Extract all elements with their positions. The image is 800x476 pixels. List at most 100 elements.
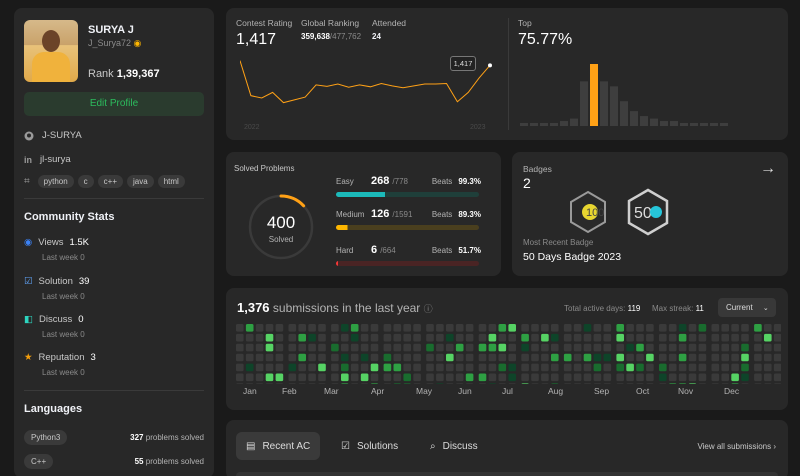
heatmap-cell[interactable] (711, 353, 720, 362)
heatmap-cell[interactable] (659, 383, 667, 384)
heatmap-cell[interactable] (616, 373, 624, 382)
heatmap-cell[interactable] (573, 373, 582, 382)
histogram-bar[interactable] (660, 121, 668, 126)
heatmap-cell[interactable] (488, 373, 497, 382)
heatmap-cell[interactable] (508, 383, 516, 384)
heatmap-cell[interactable] (646, 353, 654, 362)
heatmap-cell[interactable] (275, 383, 284, 384)
heatmap-cell[interactable] (636, 363, 644, 372)
heatmap-cell[interactable] (603, 373, 612, 382)
heatmap-cell[interactable] (350, 353, 359, 362)
heatmap-cell[interactable] (308, 383, 316, 384)
heatmap-cell[interactable] (426, 333, 434, 342)
heatmap-cell[interactable] (689, 383, 697, 384)
heatmap-cell[interactable] (688, 333, 697, 342)
heatmap-cell[interactable] (298, 343, 306, 352)
heatmap-cell[interactable] (583, 343, 592, 352)
heatmap-cell[interactable] (308, 363, 316, 372)
heatmap-cell[interactable] (563, 333, 572, 342)
heatmap-cell[interactable] (350, 324, 359, 332)
heatmap-cell[interactable] (754, 333, 762, 342)
heatmap-cell[interactable] (275, 353, 284, 362)
histogram-bar[interactable] (580, 81, 588, 126)
heatmap-cell[interactable] (383, 324, 392, 332)
heatmap-cell[interactable] (583, 353, 592, 362)
heatmap-cell[interactable] (764, 324, 772, 332)
heatmap-cell[interactable] (360, 363, 369, 372)
heatmap-cell[interactable] (288, 324, 297, 332)
heatmap-cell[interactable] (721, 353, 729, 362)
heatmap-cell[interactable] (318, 324, 326, 332)
heatmap-cell[interactable] (731, 363, 739, 372)
heatmap-cell[interactable] (393, 383, 402, 384)
heatmap-cell[interactable] (583, 373, 592, 382)
heatmap-cell[interactable] (508, 343, 516, 352)
heatmap-cell[interactable] (488, 333, 497, 342)
heatmap-cell[interactable] (455, 353, 464, 362)
heatmap-cell[interactable] (426, 383, 434, 384)
heatmap-cell[interactable] (478, 343, 487, 352)
rating-line-chart[interactable] (240, 56, 500, 116)
heatmap-cell[interactable] (393, 363, 402, 372)
heatmap-cell[interactable] (331, 363, 339, 372)
heatmap-cell[interactable] (616, 363, 624, 372)
heatmap-cell[interactable] (508, 353, 516, 362)
heatmap-cell[interactable] (773, 333, 781, 342)
heatmap-cell[interactable] (288, 373, 297, 382)
heatmap-cell[interactable] (288, 353, 297, 362)
heatmap-cell[interactable] (488, 363, 497, 372)
heatmap-cell[interactable] (455, 324, 464, 332)
heatmap-cell[interactable] (426, 363, 434, 372)
heatmap-cell[interactable] (446, 373, 454, 382)
heatmap-cell[interactable] (370, 353, 379, 362)
heatmap-cell[interactable] (711, 333, 720, 342)
heatmap-cell[interactable] (593, 333, 602, 342)
heatmap-cell[interactable] (403, 383, 411, 384)
heatmap-cell[interactable] (659, 333, 667, 342)
heatmap-cell[interactable] (721, 333, 729, 342)
linkedin-link[interactable]: in jl-surya (24, 154, 71, 165)
heatmap-cell[interactable] (626, 343, 634, 352)
heatmap-cell[interactable] (698, 383, 707, 384)
heatmap-cell[interactable] (403, 363, 411, 372)
heatmap-cell[interactable] (698, 373, 707, 382)
heatmap-cell[interactable] (721, 343, 729, 352)
heatmap-cell[interactable] (678, 373, 687, 382)
heatmap-cell[interactable] (383, 383, 392, 384)
heatmap-cell[interactable] (341, 383, 349, 384)
heatmap-cell[interactable] (498, 383, 507, 384)
heatmap-cell[interactable] (245, 373, 254, 382)
heatmap-cell[interactable] (465, 363, 474, 372)
heatmap-cell[interactable] (603, 343, 612, 352)
heatmap-cell[interactable] (436, 383, 444, 384)
heatmap-cell[interactable] (659, 353, 667, 362)
heatmap-cell[interactable] (573, 353, 582, 362)
heatmap-cell[interactable] (236, 353, 244, 362)
heatmap-cell[interactable] (255, 324, 264, 332)
heatmap-cell[interactable] (488, 383, 497, 384)
heatmap-cell[interactable] (774, 383, 781, 384)
heatmap-cell[interactable] (659, 343, 667, 352)
heatmap-cell[interactable] (383, 343, 392, 352)
heatmap-cell[interactable] (551, 373, 559, 382)
heatmap-cell[interactable] (731, 324, 739, 332)
heatmap-cell[interactable] (698, 324, 707, 332)
heatmap-cell[interactable] (350, 363, 359, 372)
histogram-bar[interactable] (670, 121, 678, 126)
heatmap-cell[interactable] (413, 363, 421, 372)
heatmap-cell[interactable] (603, 383, 612, 384)
heatmap-cell[interactable] (531, 353, 539, 362)
heatmap-cell[interactable] (563, 353, 572, 362)
histogram-bar[interactable] (700, 123, 708, 126)
heatmap-cell[interactable] (754, 363, 762, 372)
heatmap-cell[interactable] (551, 383, 559, 384)
heatmap-cell[interactable] (498, 353, 507, 362)
heatmap-cell[interactable] (646, 324, 654, 332)
heatmap-cell[interactable] (688, 373, 697, 382)
heatmap-cell[interactable] (350, 333, 359, 342)
heatmap-cell[interactable] (508, 363, 516, 372)
heatmap-cell[interactable] (455, 333, 464, 342)
heatmap-cell[interactable] (731, 353, 739, 362)
heatmap-cell[interactable] (465, 333, 474, 342)
heatmap-cell[interactable] (436, 333, 444, 342)
